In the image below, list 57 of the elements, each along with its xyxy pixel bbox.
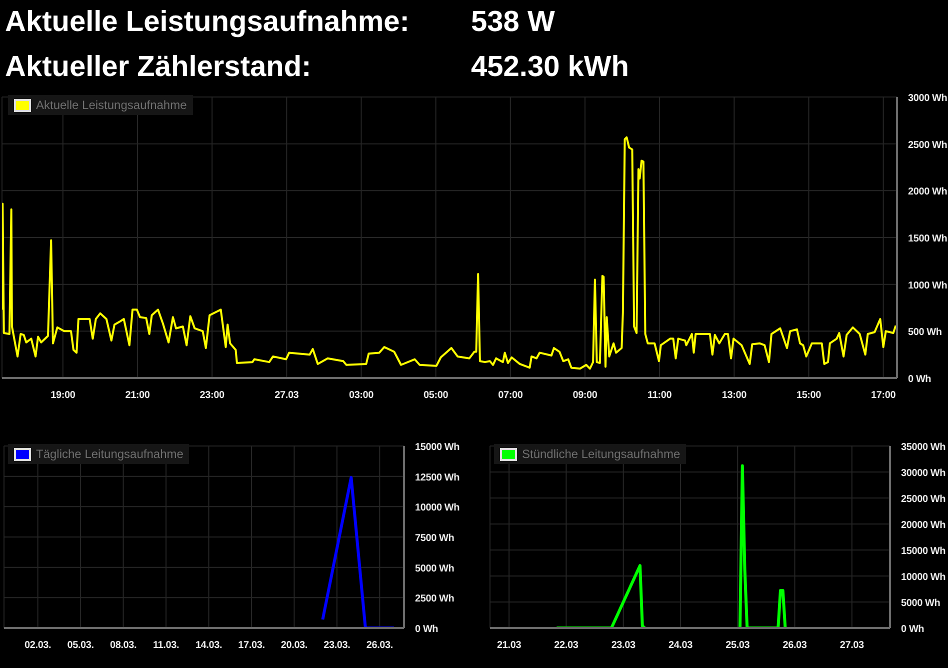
x-tick-label: 08.03. [110, 640, 138, 651]
x-tick-label: 26.03. [366, 640, 394, 651]
x-tick-label: 11.03. [152, 640, 180, 651]
x-tick-label: 19:00 [50, 390, 76, 401]
y-tick-label: 10000 Wh [901, 572, 946, 583]
text: 452.30 kWh [471, 51, 629, 83]
x-tick-label: 15:00 [796, 390, 822, 401]
x-tick-label: 23:00 [200, 390, 225, 401]
x-tick-label: 13:00 [722, 390, 748, 401]
legend-label: Stündliche Leitungsaufnahme [522, 447, 680, 461]
y-tick-label: 15000 Wh [415, 442, 460, 453]
text: Aktueller Zählerstand: [5, 51, 312, 83]
y-tick-label: 12500 Wh [415, 472, 460, 484]
y-tick-label: 30000 Wh [901, 468, 946, 479]
y-tick-label: 20000 Wh [901, 520, 946, 531]
text: Aktuelle Leistungsaufnahme: [5, 6, 410, 38]
x-tick-label: 22.03 [554, 640, 579, 651]
y-tick-label: 1500 Wh [908, 234, 948, 244]
x-tick-label: 11:00 [648, 390, 672, 401]
text: 538 W [471, 6, 555, 38]
y-tick-label: 2000 Wh [908, 186, 948, 198]
y-tick-label: 500 Wh [908, 327, 942, 338]
x-tick-label: 09:00 [572, 390, 598, 401]
x-tick-label: 05:00 [424, 390, 449, 401]
y-tick-label: 5000 Wh [901, 598, 940, 609]
x-tick-label: 14.03. [195, 640, 222, 651]
y-tick-label: 35000 Wh [901, 442, 946, 453]
y-tick-label: 3000 Wh [908, 93, 948, 104]
y-tick-label: 10000 Wh [415, 502, 460, 514]
y-tick-label: 15000 Wh [901, 546, 946, 557]
x-tick-label: 03:00 [348, 390, 374, 401]
legend-label: Aktuelle Leistungsaufnahme [36, 98, 187, 112]
y-tick-label: 5000 Wh [415, 563, 454, 574]
x-tick-label: 20.03. [280, 640, 308, 651]
x-tick-label: 17:00 [871, 390, 896, 401]
x-tick-label: 05.03. [67, 640, 94, 651]
x-tick-label: 23.03 [611, 640, 636, 651]
x-tick-label: 24.03 [668, 640, 694, 651]
y-tick-label: 2500 Wh [415, 594, 454, 605]
y-tick-label: 0 Wh [908, 374, 932, 385]
y-tick-label: 7500 Wh [415, 533, 454, 544]
x-tick-label: 23.03. [324, 640, 351, 651]
x-tick-label: 21.03 [497, 640, 522, 651]
y-tick-label: 0 Wh [415, 624, 438, 635]
x-tick-label: 21:00 [125, 390, 150, 401]
y-tick-label: 2500 Wh [908, 140, 948, 151]
x-tick-label: 07:00 [498, 390, 524, 401]
x-tick-label: 25.03 [726, 640, 750, 651]
x-tick-label: 27.03 [274, 390, 300, 401]
x-tick-label: 02.03. [24, 640, 52, 651]
y-tick-label: 0 Wh [901, 624, 924, 635]
x-tick-label: 17.03. [238, 640, 266, 651]
x-tick-label: 26.03 [782, 640, 808, 651]
legend-label: Tägliche Leitungsaufnahme [36, 447, 184, 461]
y-tick-label: 1000 Wh [908, 280, 948, 292]
x-tick-label: 27.03 [840, 640, 865, 651]
y-tick-label: 25000 Wh [901, 494, 946, 505]
